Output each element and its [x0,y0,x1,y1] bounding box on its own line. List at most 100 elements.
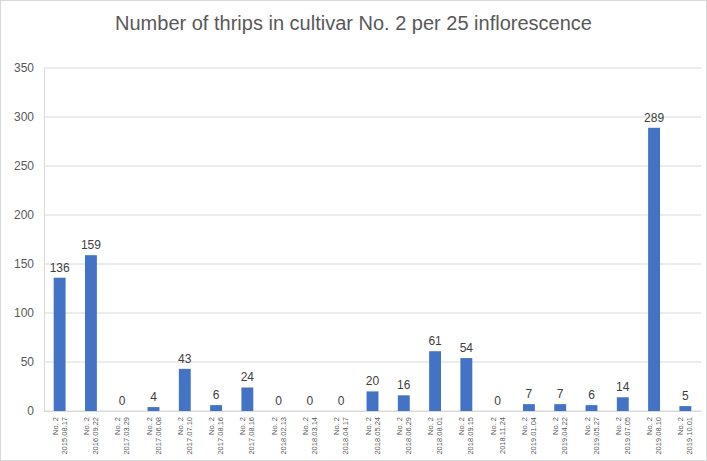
y-tick: 0 [27,404,44,418]
x-tick-label: No. 22015.08.17 [51,417,69,455]
x-tick-label-line: No. 2 [332,417,341,435]
x-tick: No. 22018.08.01 [426,411,444,455]
x-tick: No. 22018.02.13 [270,411,288,455]
bar [367,391,379,411]
grid-line [44,362,701,363]
x-tick-label: No. 22019.01.04 [520,417,538,455]
x-tick-label-line: No. 2 [113,417,122,435]
x-tick-label: No. 22019.05.27 [583,417,601,455]
plot: 050100150200250300350No. 22015.08.17No. … [14,61,702,454]
data-label: 159 [81,238,101,252]
data-label: 14 [616,380,630,394]
x-tick-label: No. 22017.06.08 [145,417,163,455]
y-axis-line [44,69,45,412]
x-tick-label-line: No. 2 [520,417,529,435]
data-label: 43 [178,352,192,366]
y-tick: 250 [14,159,44,173]
x-tick: No. 22018.03.14 [301,411,319,455]
x-tick-label-line: No. 2 [395,417,404,435]
x-tick-label-line: No. 2 [645,417,654,435]
title: Number of thrips in cultivar No. 2 per 2… [115,12,592,34]
y-tick: 100 [14,306,44,320]
x-tick-label-line: 2018.02.13 [279,417,288,455]
grid-line [44,68,701,69]
chart-border [1,1,707,461]
x-tick-label: No. 22017.03.29 [113,417,131,455]
data-label: 136 [50,261,70,275]
x-tick-label: No. 22019.07.05 [614,417,632,455]
y-tick-label: 150 [14,257,34,271]
bar [492,411,504,412]
bar [648,128,660,411]
x-tick-label-line: 2016.09.22 [91,417,100,455]
data-label: 7 [526,387,533,401]
x-tick-label-line: No. 2 [457,417,466,435]
x-tick-label-line: No. 2 [426,417,435,435]
bar [460,358,472,411]
x-tick-label-line: 2019.01.04 [529,417,538,455]
x-tick: No. 22015.08.17 [51,411,69,455]
x-tick-label-line: No. 2 [676,417,685,435]
x-tick-label-line: 2018.04.17 [341,417,350,455]
data-label: 0 [494,394,501,408]
bar [617,397,629,411]
x-tick-label-line: No. 2 [270,417,279,435]
x-axis-line [45,411,702,412]
data-label: 289 [644,111,664,125]
data-label: 0 [338,394,345,408]
grid [44,68,701,411]
x-tick-label-line: 2017.07.10 [185,417,194,455]
data-label: 4 [150,390,157,404]
x-tick: No. 22019.04.22 [551,411,569,455]
y-tick: 200 [14,208,44,222]
x-tick-label-line: 2018.08.01 [435,417,444,455]
x-tick: No. 22019.08.10 [645,411,663,455]
x-tick-label-line: 2018.05.24 [373,417,382,455]
bar [398,395,410,411]
x-tick-label: No. 22018.06.29 [395,417,413,455]
x-tick-label-line: No. 2 [82,417,91,435]
x-tick: No. 22018.11.24 [489,411,507,454]
y-tick-label: 300 [14,110,34,124]
x-tick-label-line: 2017.03.29 [122,417,131,455]
x-tick-label-line: 2019.08.10 [654,417,663,455]
x-tick-label: No. 22017.08.16 [207,417,225,455]
bar [273,411,285,412]
x-tick-label-line: 2018.03.14 [310,417,319,455]
data-label: 0 [119,394,126,408]
x-tick-label-line: No. 2 [489,417,498,435]
x-tick: No. 22018.05.24 [364,411,382,455]
x-tick-label: No. 22019.10.01 [676,417,694,455]
y-tick: 300 [14,110,44,124]
x-tick: No. 22016.09.22 [82,411,100,455]
x-tick: No. 22018.06.29 [395,411,413,455]
bar [679,406,691,411]
y-axis: 050100150200250300350 [14,61,45,418]
x-tick: No. 22019.05.27 [583,411,601,455]
x-tick-label-line: No. 2 [176,417,185,435]
data-label: 5 [682,389,689,403]
x-tick-label: No. 22018.11.24 [489,417,507,454]
bar [116,411,128,412]
bar [54,278,66,411]
x-tick-label-line: 2018.11.24 [498,417,507,454]
x-tick-label-line: No. 2 [583,417,592,435]
x-tick-label: No. 22019.08.10 [645,417,663,455]
data-label: 6 [588,388,595,402]
x-tick-label-line: No. 2 [614,417,623,435]
x-tick: No. 22017.03.29 [113,411,131,455]
x-tick-label-line: No. 2 [51,417,60,435]
x-tick-label-line: No. 2 [145,417,154,435]
data-label: 16 [397,378,411,392]
y-tick: 350 [14,61,44,75]
x-tick: No. 22019.07.05 [614,411,632,455]
bar [304,411,316,412]
bar [85,255,97,411]
data-label: 61 [428,334,442,348]
y-tick-label: 250 [14,159,34,173]
x-tick-label: No. 22018.02.13 [270,417,288,455]
grid-line [44,264,701,265]
x-tick-label: No. 22018.09.15 [457,417,475,455]
data-label: 0 [307,394,314,408]
x-tick-label-line: 2018.06.29 [404,417,413,455]
